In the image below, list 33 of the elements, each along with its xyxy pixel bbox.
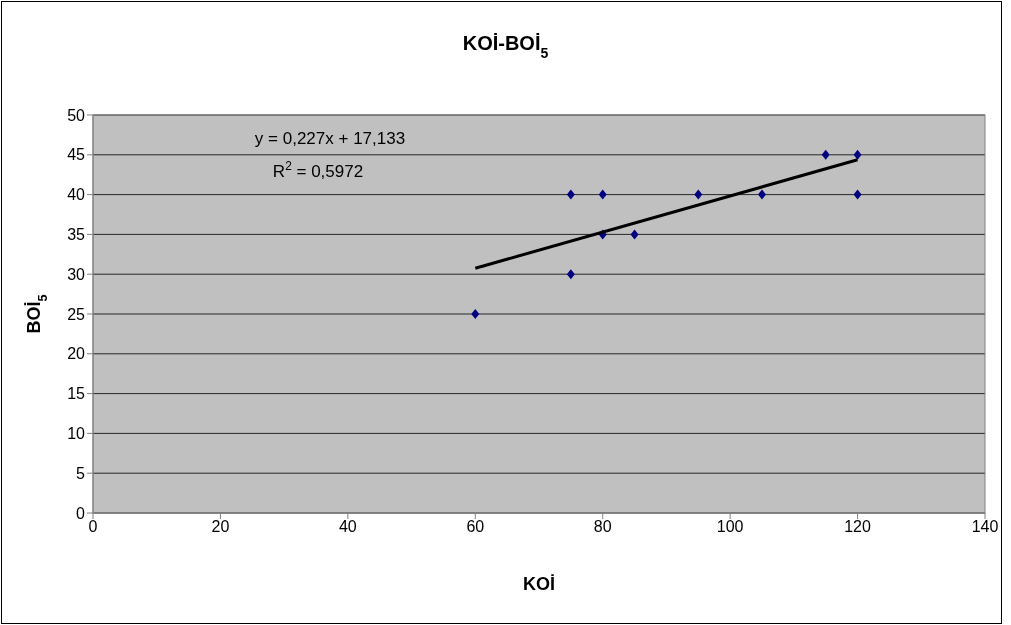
point [566,269,575,280]
y-tick-label: 25 [67,305,86,323]
y-tick-label: 40 [67,186,86,204]
point [630,229,639,240]
chart-title: KOİ-BOİ$_{5}$ [462,32,549,61]
point [758,189,766,200]
x-tick-label: 100 [716,518,744,536]
y-tick-label: 10 [67,425,86,443]
y-tick-label: 45 [67,146,86,164]
annotation: R$^{2}$ = 0,5972 [272,159,364,181]
x-tick-label: 140 [971,518,999,536]
x-axis-title: KOİ [522,574,556,594]
y-tick-label: 20 [67,345,86,363]
x-tick-label: 0 [88,518,98,536]
point [853,149,862,160]
point [598,189,607,200]
point [566,189,575,200]
y-tick-label: 35 [67,226,86,244]
x-tick-label: 20 [211,518,230,536]
x-tick-label: 40 [338,518,357,536]
x-tick-label: 80 [593,518,612,536]
y-tick-label: 0 [76,504,86,522]
y-tick-label: 30 [67,265,86,283]
y-tick-label: 15 [67,385,86,403]
point [853,189,862,200]
y-tick-label: 5 [76,464,86,482]
x-tick-label: 60 [466,518,485,536]
point [694,189,703,200]
point [471,309,480,319]
point [821,149,830,160]
annotation: y = 0,227x + 17,133 [254,129,406,148]
x-tick-label: 120 [844,518,872,536]
y-tick-label: 50 [67,106,86,124]
